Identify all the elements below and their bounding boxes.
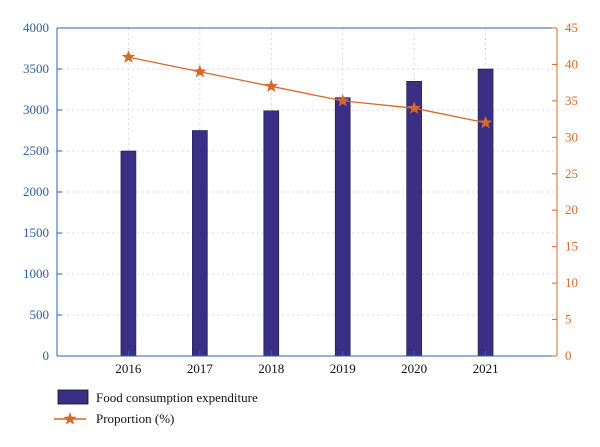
bar-2020 xyxy=(406,81,422,357)
bar-2021 xyxy=(477,68,494,357)
right-tick-label: 30 xyxy=(565,129,578,144)
left-tick-label: 3000 xyxy=(23,102,49,117)
right-tick-label: 5 xyxy=(565,312,572,327)
right-tick-label: 10 xyxy=(565,275,578,290)
legend-bar-label: Food consumption expenditure xyxy=(96,390,258,405)
left-tick-label: 2000 xyxy=(23,184,49,199)
x-tick-label: 2019 xyxy=(330,361,356,376)
left-tick-label: 4000 xyxy=(23,20,49,35)
right-tick-label: 15 xyxy=(565,239,578,254)
bar-2017 xyxy=(192,130,208,357)
proportion-point-2020 xyxy=(407,101,421,114)
axes xyxy=(56,27,558,357)
right-tick-label: 0 xyxy=(565,348,572,363)
proportion-point-2016 xyxy=(121,50,136,63)
legend-line-label: Proportion (%) xyxy=(96,411,174,426)
proportion-point-2018 xyxy=(264,79,278,92)
right-tick-label: 40 xyxy=(565,56,578,71)
left-tick-label: 500 xyxy=(30,307,50,322)
proportion-line xyxy=(128,56,486,124)
left-tick-label: 1500 xyxy=(23,225,49,240)
tick-labels: 0 500 1000 1500 2000 2500 3000 3500 4000 0 5 10 15 20… xyxy=(23,20,578,376)
x-tick-label: 2020 xyxy=(401,361,427,376)
left-tick-label: 1000 xyxy=(23,266,49,281)
bar-2016 xyxy=(120,150,137,357)
line-series xyxy=(121,50,493,129)
legend-star-icon xyxy=(63,412,77,425)
x-tick-label: 2021 xyxy=(473,361,499,376)
proportion-point-2017 xyxy=(193,64,207,78)
grid-lines xyxy=(57,28,557,356)
x-tick-label: 2017 xyxy=(187,361,214,376)
right-tick-label: 35 xyxy=(565,93,578,108)
left-tick-label: 0 xyxy=(43,348,50,363)
right-tick-label: 45 xyxy=(565,20,578,35)
left-tick-label: 2500 xyxy=(23,143,49,158)
right-tick-label: 25 xyxy=(565,166,578,181)
bar-2019 xyxy=(334,97,351,357)
proportion-point-2019 xyxy=(336,93,350,107)
x-tick-label: 2016 xyxy=(115,361,142,376)
x-tick-label: 2018 xyxy=(258,361,284,376)
bar-2018 xyxy=(263,110,280,357)
legend: Food consumption expenditure Proportion … xyxy=(54,389,258,426)
left-tick-label: 3500 xyxy=(23,61,49,76)
right-tick-label: 20 xyxy=(565,202,578,217)
proportion-point-2021 xyxy=(478,115,493,129)
legend-bar-swatch xyxy=(57,389,89,405)
bar-series xyxy=(120,68,494,357)
